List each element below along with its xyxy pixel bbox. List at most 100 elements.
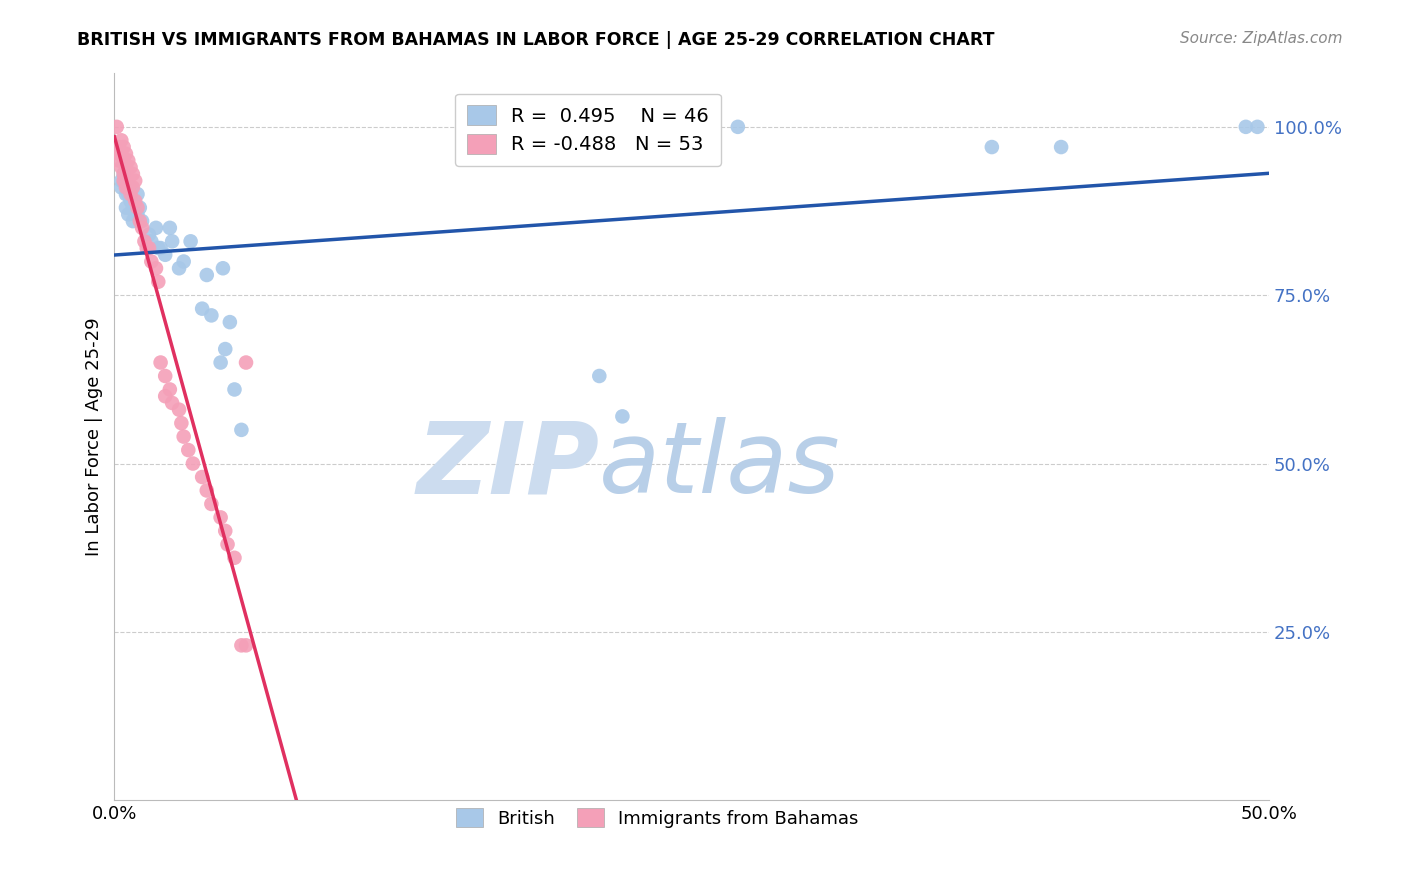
Point (117, 153, 139, 168)
Point (200, 309, 222, 323)
Point (117, 174, 139, 188)
Point (980, 140, 1002, 154)
Point (122, 214, 145, 228)
Text: atlas: atlas (599, 417, 841, 514)
Point (209, 510, 232, 524)
Point (112, 167, 135, 181)
Point (124, 174, 146, 188)
Point (141, 235, 163, 249)
Point (127, 201, 149, 215)
Point (191, 470, 214, 484)
Point (128, 201, 150, 215)
Point (159, 383, 181, 397)
Point (224, 550, 246, 565)
Point (115, 180, 138, 194)
Point (224, 383, 246, 397)
Point (195, 268, 218, 282)
Point (209, 355, 232, 369)
Point (131, 214, 153, 228)
Point (160, 235, 183, 249)
Legend: British, Immigrants from Bahamas: British, Immigrants from Bahamas (449, 801, 866, 835)
Point (110, 180, 132, 194)
Point (120, 187, 142, 202)
Point (155, 389, 177, 403)
Point (149, 241, 172, 255)
Point (177, 443, 200, 458)
Point (115, 201, 138, 215)
Point (1050, 140, 1073, 154)
Point (167, 261, 190, 276)
Point (155, 369, 177, 384)
Point (135, 241, 157, 255)
Text: BRITISH VS IMMIGRANTS FROM BAHAMAS IN LABOR FORCE | AGE 25-29 CORRELATION CHART: BRITISH VS IMMIGRANTS FROM BAHAMAS IN LA… (77, 31, 995, 49)
Point (214, 342, 236, 356)
Point (108, 140, 131, 154)
Point (588, 369, 610, 384)
Point (145, 261, 167, 276)
Point (105, 120, 128, 134)
Point (681, 120, 703, 134)
Point (124, 194, 146, 208)
Point (112, 167, 135, 181)
Point (108, 153, 131, 168)
Point (235, 638, 257, 652)
Point (231, 423, 253, 437)
Point (180, 235, 202, 249)
Point (120, 180, 142, 194)
Point (117, 187, 139, 202)
Point (108, 146, 131, 161)
Point (141, 254, 163, 268)
Point (235, 355, 257, 369)
Point (112, 174, 135, 188)
Point (117, 207, 139, 221)
Point (127, 187, 149, 202)
Point (122, 201, 145, 215)
Point (159, 220, 181, 235)
Point (167, 402, 190, 417)
Point (200, 497, 222, 511)
Point (170, 416, 193, 430)
Point (541, 423, 564, 437)
Point (112, 153, 135, 168)
Point (160, 396, 183, 410)
Point (658, 120, 681, 134)
Point (138, 227, 160, 242)
Point (115, 146, 138, 161)
Point (612, 409, 634, 424)
Text: Source: ZipAtlas.com: Source: ZipAtlas.com (1180, 31, 1343, 46)
Point (1234, 120, 1257, 134)
Point (128, 214, 150, 228)
Point (173, 254, 195, 268)
Point (181, 457, 204, 471)
Point (120, 161, 142, 175)
Point (120, 194, 142, 208)
Point (212, 261, 235, 276)
Point (191, 301, 214, 316)
Y-axis label: In Labor Force | Age 25-29: In Labor Force | Age 25-29 (86, 318, 103, 556)
Point (217, 537, 239, 551)
Text: ZIP: ZIP (416, 417, 599, 514)
Point (110, 146, 132, 161)
Point (214, 524, 236, 538)
Point (134, 235, 156, 249)
Point (138, 241, 160, 255)
Point (173, 429, 195, 443)
Point (218, 315, 240, 329)
Point (115, 187, 138, 202)
Point (231, 638, 253, 652)
Point (148, 241, 170, 255)
Point (105, 140, 128, 154)
Point (122, 167, 145, 181)
Point (148, 275, 170, 289)
Point (131, 220, 153, 235)
Point (112, 140, 135, 154)
Point (124, 207, 146, 221)
Point (149, 355, 172, 369)
Point (145, 220, 167, 235)
Point (122, 180, 145, 194)
Point (110, 174, 132, 188)
Point (1246, 120, 1268, 134)
Point (727, 120, 749, 134)
Point (110, 133, 132, 147)
Point (115, 161, 138, 175)
